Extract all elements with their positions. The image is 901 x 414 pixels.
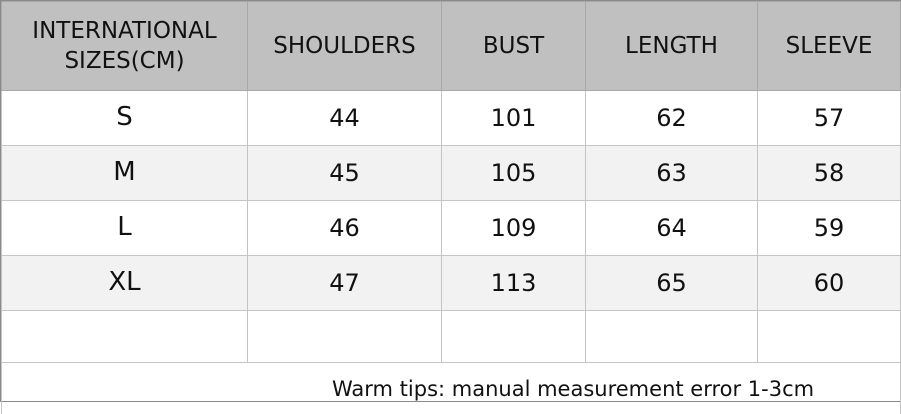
table-row: M 45 105 63 58 [2, 146, 901, 201]
header-sleeve: SLEEVE [758, 2, 901, 91]
table-row: L 46 109 64 59 [2, 201, 901, 256]
empty-cell [758, 311, 901, 363]
empty-cell [248, 311, 442, 363]
empty-cell [586, 311, 758, 363]
table-row: XL 47 113 65 60 [2, 256, 901, 311]
bust-cell: 113 [442, 256, 586, 311]
header-length: LENGTH [586, 2, 758, 91]
length-cell: 63 [586, 146, 758, 201]
footer-row: Warm tips: manual measurement error 1-3c… [2, 363, 901, 414]
bust-cell: 105 [442, 146, 586, 201]
sleeve-cell: 58 [758, 146, 901, 201]
length-cell: 65 [586, 256, 758, 311]
bust-cell: 101 [442, 91, 586, 146]
shoulders-cell: 46 [248, 201, 442, 256]
sleeve-cell: 57 [758, 91, 901, 146]
empty-cell [2, 311, 248, 363]
header-international-sizes: INTERNATIONAL SIZES(CM) [2, 2, 248, 91]
empty-row [2, 311, 901, 363]
header-shoulders: SHOULDERS [248, 2, 442, 91]
size-cell: XL [2, 256, 248, 311]
length-cell: 64 [586, 201, 758, 256]
sleeve-cell: 60 [758, 256, 901, 311]
shoulders-cell: 47 [248, 256, 442, 311]
sleeve-cell: 59 [758, 201, 901, 256]
size-chart: INTERNATIONAL SIZES(CM) SHOULDERS BUST L… [0, 0, 901, 402]
size-cell: L [2, 201, 248, 256]
header-row: INTERNATIONAL SIZES(CM) SHOULDERS BUST L… [2, 2, 901, 91]
measurement-note: Warm tips: manual measurement error 1-3c… [2, 363, 901, 414]
empty-cell [442, 311, 586, 363]
shoulders-cell: 45 [248, 146, 442, 201]
table-row: S 44 101 62 57 [2, 91, 901, 146]
header-bust: BUST [442, 2, 586, 91]
length-cell: 62 [586, 91, 758, 146]
bust-cell: 109 [442, 201, 586, 256]
shoulders-cell: 44 [248, 91, 442, 146]
size-cell: S [2, 91, 248, 146]
size-cell: M [2, 146, 248, 201]
